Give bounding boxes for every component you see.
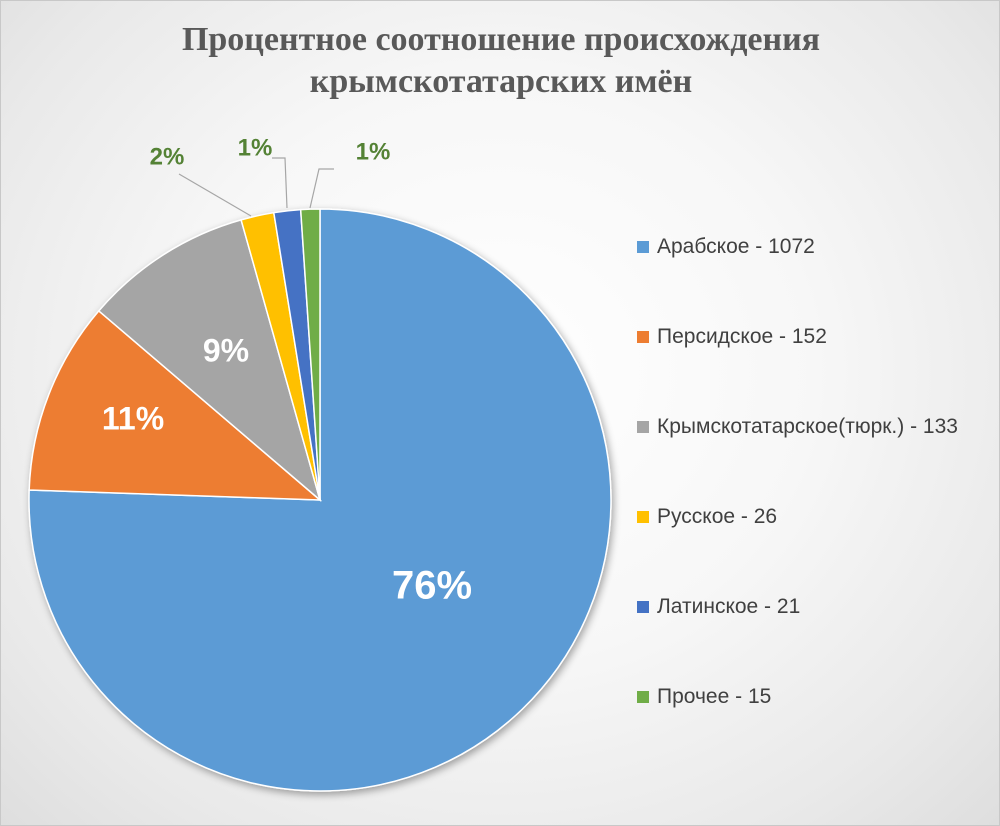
chart-title-line-1: Процентное соотношение происхождения	[181, 21, 821, 58]
legend-item-other: Прочее - 15	[637, 677, 958, 717]
leader-line-other	[309, 168, 334, 209]
legend-item-latin: Латинское - 21	[637, 587, 958, 627]
legend-item-arabic: Арабское - 1072	[637, 227, 958, 267]
legend-label: Русское - 26	[657, 505, 778, 528]
legend-swatch	[637, 421, 649, 433]
data-labels: 76% 11% 9% 2% 1% 1%	[102, 134, 472, 607]
pie-slices	[28, 208, 612, 792]
pie-slice-other	[299, 208, 321, 501]
leader-line-russian	[178, 173, 252, 217]
legend-swatch	[637, 241, 649, 253]
pie-slice-arabic	[28, 208, 612, 792]
pie-slice-persian	[28, 309, 323, 501]
pie-slice-crimean-tatar	[97, 218, 322, 503]
data-label-other: 1%	[356, 138, 391, 165]
data-label-persian: 11%	[102, 400, 164, 436]
legend-item-persian: Персидское - 152	[637, 317, 958, 357]
legend-label: Персидское - 152	[657, 325, 827, 348]
data-label-latin: 1%	[238, 134, 273, 161]
legend-label: Крымскотатарское(тюрк.) - 133	[657, 415, 958, 438]
legend-label: Латинское - 21	[657, 595, 801, 618]
data-label-arabic: 76%	[392, 564, 472, 608]
legend-label: Прочее - 15	[657, 685, 772, 708]
legend-swatch	[637, 691, 649, 703]
data-label-crimean-tatar: 9%	[203, 332, 249, 368]
chart-title: Процентное соотношение происхождения кры…	[1, 19, 1000, 103]
legend-swatch	[637, 331, 649, 343]
data-label-russian: 2%	[150, 143, 185, 170]
leader-line-latin	[272, 157, 288, 209]
legend-swatch	[637, 511, 649, 523]
legend-item-russian: Русское - 26	[637, 497, 958, 537]
legend: Арабское - 1072 Персидское - 152 Крымско…	[637, 227, 958, 767]
legend-item-crimean-tatar: Крымскотатарское(тюрк.) - 133	[637, 407, 958, 447]
legend-label: Арабское - 1072	[657, 235, 815, 258]
legend-swatch	[637, 601, 649, 613]
leader-lines	[178, 157, 334, 217]
chart-title-line-2: крымскотатарских имён	[309, 63, 693, 100]
